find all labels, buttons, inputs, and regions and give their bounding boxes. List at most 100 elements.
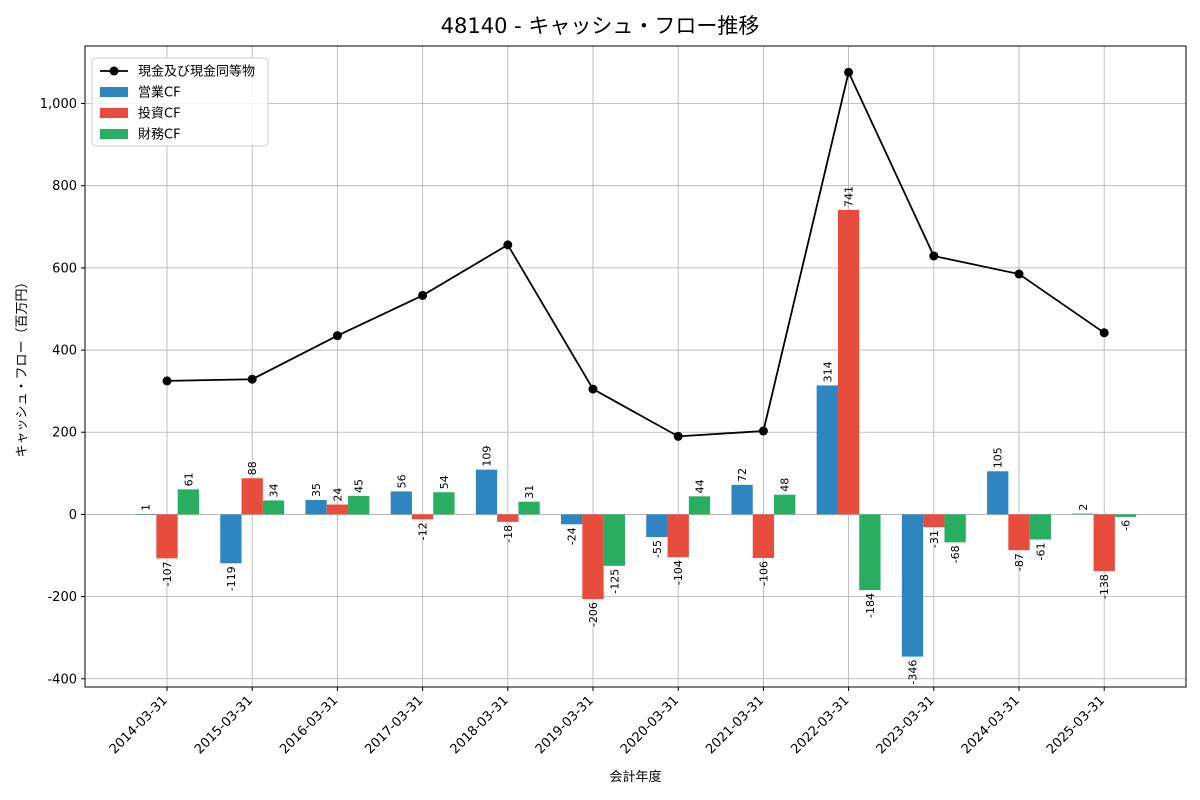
cash-point [1099,328,1109,338]
bar [1072,513,1094,515]
bar [390,491,412,515]
bar-series [135,209,1137,657]
plot-frame [84,45,1187,688]
bar-value-label: 48 [779,478,792,492]
bar [561,514,583,525]
cash-point [758,426,768,436]
bar-value-label: -87 [1013,553,1026,571]
bar-value-label: -61 [1034,542,1047,560]
bar [774,494,796,515]
bar [603,514,625,566]
bar [816,385,838,515]
bar-value-label: -119 [225,566,238,591]
x-tick-label: 2023-03-31 [874,693,938,757]
x-tick-label: 2014-03-31 [107,693,171,757]
bar-value-label: -184 [864,593,877,618]
bar [1093,514,1115,572]
bar [156,514,178,559]
bar-value-label: 88 [246,461,259,475]
bar-value-label: 44 [694,479,707,493]
bar [731,484,753,515]
legend-swatch [100,108,128,118]
bar [1029,514,1051,540]
x-tick-label: 2016-03-31 [277,693,341,757]
legend-label: 現金及び現金同等物 [138,64,255,80]
bar [752,514,775,558]
bar-value-label: -68 [949,545,962,563]
cash-point [503,240,513,250]
bar [901,514,924,657]
bar [177,489,199,515]
y-tick-label: 0 [69,508,77,523]
cash-point [844,67,854,77]
bar [944,514,966,543]
x-tick-label: 2019-03-31 [533,693,597,757]
line-series [162,67,1109,441]
x-tick-label: 2017-03-31 [362,693,426,757]
bar-value-label: 54 [438,475,451,489]
y-axis-title: キャッシュ・フロー（百万円） [15,275,30,457]
bar-value-label: -104 [672,560,685,585]
bar-value-label: -107 [161,561,174,586]
cash-point [162,376,172,386]
bar [1008,514,1030,551]
bar [262,500,285,515]
x-axis-title: 会計年度 [609,769,661,785]
y-tick-label: -200 [47,590,77,605]
bar-value-label: -31 [928,530,941,548]
legend-point-marker [109,66,119,76]
bar [348,495,370,515]
bar-value-label: 31 [523,485,536,499]
bar [837,209,860,515]
x-tick-label: 2021-03-31 [703,693,767,757]
legend-label: 営業CF [138,85,181,101]
legend-label: 財務CF [138,128,181,143]
bar-value-label: 34 [268,483,281,497]
cash-point [247,374,257,384]
x-tick-label: 2020-03-31 [618,693,682,757]
y-tick-label: 800 [52,179,77,194]
bar-labels: 1 -119 35 56 109 -24 -55 72 314 -346 105 2 -107 88 24 -… [140,186,1133,685]
bar [475,469,498,515]
bar-value-label: 1 [140,504,153,511]
bar-value-label: -12 [417,522,430,540]
bar-value-label: -24 [566,527,579,545]
bar-value-label: 72 [736,468,749,482]
bar-value-label: -18 [502,525,515,543]
bar-value-label: -106 [757,561,770,586]
bar-value-label: 314 [821,361,834,382]
cash-point [418,290,428,300]
x-tick-label: 2015-03-31 [192,693,256,757]
bar-value-label: -55 [651,540,664,558]
bar [688,496,711,515]
cash-line [166,69,1105,438]
bar-value-label: 56 [395,474,408,488]
legend-label: 投資CF [138,106,181,122]
bar [497,514,519,522]
bar-value-label: 45 [353,479,366,493]
bar-value-label: 35 [310,483,323,497]
bar [1114,514,1137,517]
bar-value-label: 109 [481,446,494,467]
bar-value-label: 2 [1077,504,1090,511]
bar-value-label: 24 [331,488,344,502]
bar [859,514,881,591]
x-tick-label: 2018-03-31 [448,693,512,757]
chart-title: 48140 - キャッシュ・フロー推移 [440,14,760,38]
bar [220,514,242,564]
cash-point [673,431,683,441]
bar-value-label: -6 [1120,520,1133,531]
bar [667,514,689,558]
legend-box [91,57,269,147]
bar [646,514,668,538]
cash-point [332,331,342,341]
y-tick-label: 400 [52,344,77,359]
bar-value-label: -125 [608,569,621,594]
bar [241,478,263,515]
cash-point [929,251,939,261]
legend-swatch [100,129,128,139]
bar-value-label: -346 [907,660,920,685]
cash-point [588,384,598,394]
